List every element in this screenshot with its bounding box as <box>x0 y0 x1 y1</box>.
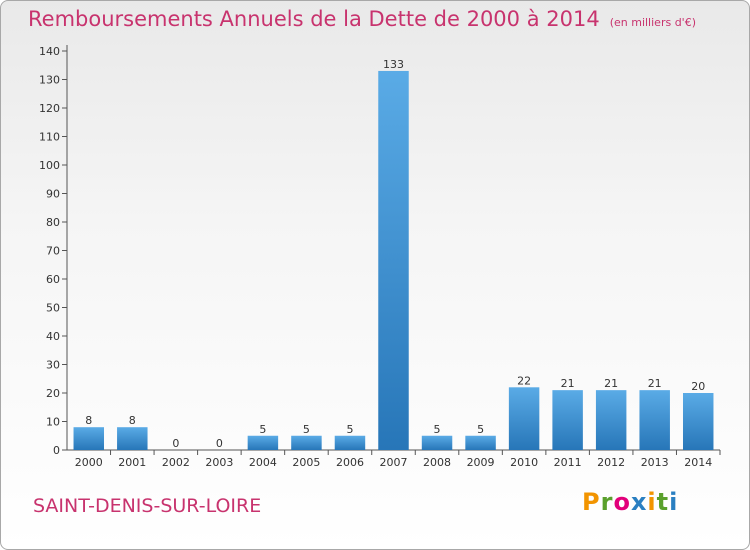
bar <box>378 70 409 450</box>
y-tick-label: 90 <box>46 188 60 201</box>
data-label: 5 <box>477 423 484 436</box>
x-tick-label: 2014 <box>684 456 712 469</box>
commune-name: SAINT-DENIS-SUR-LOIRE <box>33 495 262 517</box>
bar <box>552 390 583 450</box>
y-tick-label: 20 <box>46 387 60 400</box>
data-label: 0 <box>172 437 179 450</box>
x-tick-label: 2011 <box>554 456 582 469</box>
data-label: 22 <box>517 374 531 387</box>
bar <box>73 427 105 450</box>
data-label: 5 <box>346 423 353 436</box>
logo-letter: o <box>613 488 631 516</box>
logo-letter: i <box>669 488 679 516</box>
data-label: 5 <box>434 423 441 436</box>
y-axis: 0 10 20 30 40 50 60 70 80 90 100 110 120 130 140 <box>39 45 68 457</box>
data-label: 21 <box>561 377 575 390</box>
x-tick-label: 2002 <box>162 456 190 469</box>
title-row: Remboursements Annuels de la Dette de 20… <box>28 7 696 31</box>
bar <box>117 427 148 450</box>
x-tick-label: 2001 <box>118 456 146 469</box>
x-tick-label: 2009 <box>467 456 495 469</box>
data-label: 133 <box>383 58 404 71</box>
data-label: 21 <box>604 377 618 390</box>
x-tick-label: 2004 <box>249 456 277 469</box>
bar <box>291 435 322 450</box>
y-tick-label: 70 <box>46 245 60 258</box>
chart-title: Remboursements Annuels de la Dette de 20… <box>28 7 600 31</box>
proxiti-logo: Proxiti <box>582 488 678 516</box>
data-label: 5 <box>259 423 266 436</box>
x-tick-label: 2000 <box>75 456 103 469</box>
data-label: 8 <box>85 414 92 427</box>
bar <box>595 390 627 450</box>
y-tick-label: 80 <box>46 216 60 229</box>
logo-letter: P <box>582 488 601 516</box>
data-label: 5 <box>303 423 310 436</box>
logo-letter: t <box>656 488 670 516</box>
bar <box>247 435 279 450</box>
data-label: 0 <box>216 437 223 450</box>
logo-letter: i <box>647 488 657 516</box>
logo-letter: x <box>630 488 648 516</box>
y-tick-label: 50 <box>46 302 60 315</box>
y-tick-label: 30 <box>46 359 60 372</box>
y-tick-label: 100 <box>39 159 60 172</box>
x-tick-label: 2006 <box>336 456 364 469</box>
data-label: 21 <box>648 377 662 390</box>
chart-unit: (en milliers d'€) <box>609 16 696 29</box>
y-tick-label: 120 <box>39 102 60 115</box>
x-axis: 2000 2001 2002 2003 2004 2005 2006 2007 2008 2009… <box>67 449 721 469</box>
y-tick-label: 0 <box>53 444 60 457</box>
x-tick-label: 2010 <box>510 456 538 469</box>
x-tick-label: 2013 <box>641 456 669 469</box>
x-tick-label: 2005 <box>292 456 320 469</box>
x-tick-label: 2012 <box>597 456 625 469</box>
bar <box>465 435 496 450</box>
bar <box>421 435 453 450</box>
y-tick-label: 130 <box>39 74 60 87</box>
x-tick-label: 2007 <box>380 456 408 469</box>
x-tick-label: 2008 <box>423 456 451 469</box>
data-label: 20 <box>691 380 705 393</box>
data-labels: 8 8 0 0 5 5 5 133 5 5 22 21 21 21 20 <box>85 58 705 450</box>
bar <box>334 435 366 450</box>
bars <box>73 70 714 450</box>
y-tick-label: 140 <box>39 45 60 58</box>
y-tick-label: 110 <box>39 131 60 144</box>
y-tick-label: 40 <box>46 330 60 343</box>
x-tick-label: 2003 <box>205 456 233 469</box>
logo-letter: r <box>600 488 614 516</box>
bar <box>682 393 714 450</box>
bar <box>508 387 540 450</box>
y-tick-label: 60 <box>46 273 60 286</box>
bar <box>639 390 670 450</box>
y-tick-label: 10 <box>46 416 60 429</box>
data-label: 8 <box>129 414 136 427</box>
